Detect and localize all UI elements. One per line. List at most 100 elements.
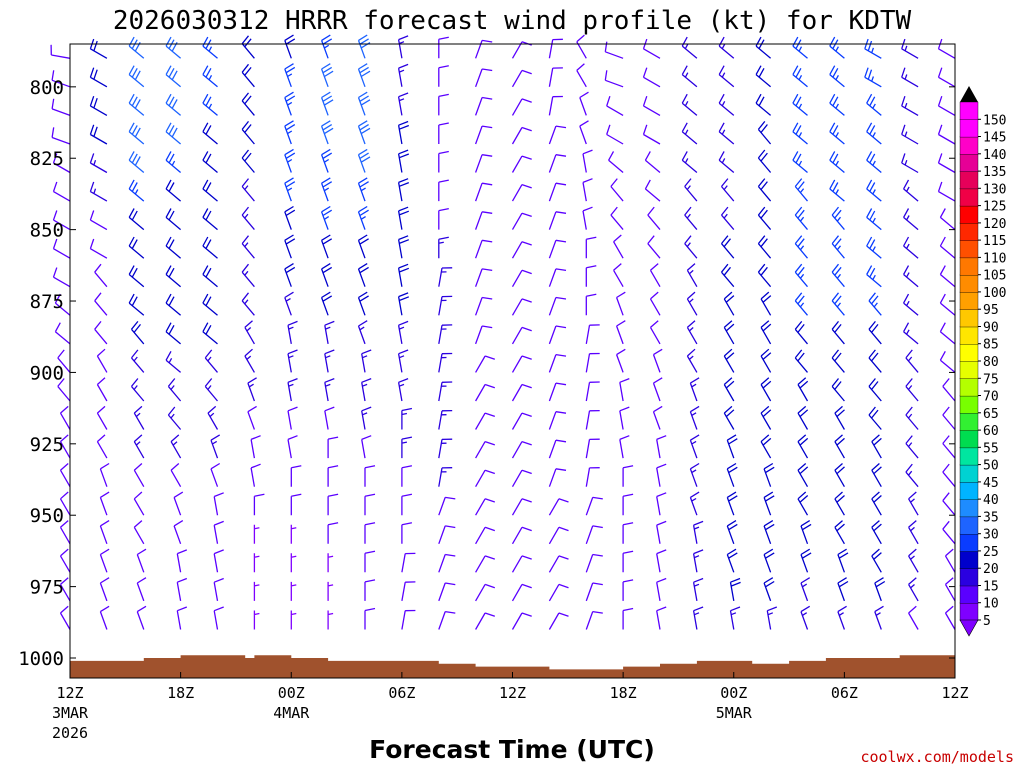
wind-barb [757, 263, 772, 288]
wind-barb [202, 208, 218, 231]
wind-barb [287, 406, 298, 430]
wind-barb [357, 234, 369, 259]
wind-barb [619, 435, 630, 459]
wind-barb [128, 208, 145, 231]
colorbar-label: 70 [983, 390, 999, 405]
wind-barb [397, 377, 409, 402]
wind-barb [800, 577, 811, 602]
wind-barb [438, 438, 453, 459]
colorbar-swatch [959, 550, 979, 569]
colorbar-swatch [959, 585, 979, 604]
wind-barb [656, 520, 667, 544]
wind-barb [903, 265, 919, 288]
y-tick-label: 950 [30, 505, 64, 527]
wind-barb [52, 238, 71, 259]
wind-barb [942, 406, 956, 430]
wind-barb [357, 177, 369, 202]
colorbar-swatch [959, 447, 979, 466]
wind-barb [438, 236, 449, 259]
wind-barb [397, 120, 410, 145]
wind-barb [401, 465, 413, 487]
wind-barb [644, 151, 661, 173]
wind-barb [475, 412, 496, 430]
colorbar-label: 5 [983, 614, 991, 629]
wind-barb [397, 292, 410, 316]
wind-barb [729, 577, 741, 602]
wind-barb [681, 93, 698, 116]
wind-barb [204, 349, 218, 373]
y-tick-label: 850 [30, 220, 64, 242]
wind-barb [942, 520, 956, 545]
wind-barb [511, 498, 532, 516]
colorbar-swatch [959, 378, 979, 397]
wind-barb [438, 295, 453, 316]
wind-barb [438, 553, 456, 573]
wind-barb [165, 293, 182, 316]
wind-barb [324, 406, 335, 430]
wind-barb [831, 349, 845, 373]
wind-barb [364, 579, 376, 601]
colorbar-label: 115 [983, 234, 1006, 249]
wind-barb [760, 377, 772, 402]
wind-barb [763, 577, 775, 602]
wind-barb [511, 583, 532, 602]
wind-barb [401, 609, 416, 630]
wind-barb [642, 95, 661, 116]
wind-barb [585, 293, 597, 316]
wind-barb [681, 36, 698, 59]
wind-barb [247, 377, 257, 402]
wind-barb [94, 292, 108, 316]
wind-barb [241, 92, 255, 116]
wind-barb [763, 462, 775, 487]
wind-barb [397, 206, 410, 230]
x-tick-label: 12Z [56, 684, 83, 702]
wind-barb [511, 183, 532, 202]
wind-barb [59, 548, 71, 573]
wind-barb [794, 178, 808, 202]
colorbar-swatch [959, 205, 979, 224]
wind-barb [874, 577, 886, 602]
x-tick-label: 18Z [167, 684, 194, 702]
wind-barb [438, 352, 453, 373]
colorbar-label: 15 [983, 580, 999, 595]
wind-barb [167, 378, 182, 402]
wind-barb [204, 378, 218, 402]
wind-barb [613, 234, 624, 259]
wind-barb [760, 348, 772, 373]
wind-barb [720, 178, 735, 202]
wind-barb [649, 263, 661, 288]
wind-barb [438, 207, 449, 230]
colorbar-label: 75 [983, 372, 999, 387]
wind-barb [253, 581, 260, 601]
wind-barb [794, 235, 808, 259]
colorbar-swatch [959, 170, 979, 190]
wind-barb [548, 296, 567, 316]
wind-barb [794, 292, 808, 316]
wind-barb [511, 469, 532, 488]
x-tick-label: 06Z [831, 684, 858, 702]
wind-barb [128, 236, 145, 259]
wind-barb [760, 405, 772, 430]
wind-barb [797, 377, 809, 402]
wind-barb [837, 548, 849, 573]
colorbar-label: 20 [983, 562, 999, 577]
wind-barb [831, 292, 845, 316]
colorbar-swatch [959, 136, 979, 155]
wind-barb [511, 326, 532, 345]
wind-barb [585, 553, 603, 573]
wind-barb [401, 552, 416, 573]
wind-barb [656, 549, 667, 573]
wind-barb [718, 151, 735, 173]
wind-barb [585, 467, 600, 487]
wind-barb [165, 179, 182, 202]
wind-barb [290, 553, 297, 573]
wind-barb [905, 349, 919, 373]
wind-barb [438, 324, 453, 345]
colorbar-label: 135 [983, 165, 1006, 180]
wind-barb [622, 579, 634, 601]
wind-barb [606, 124, 624, 145]
wind-barb [800, 520, 812, 545]
wind-barb [364, 607, 376, 630]
wind-barb [327, 522, 339, 544]
wind-barb [755, 65, 772, 88]
